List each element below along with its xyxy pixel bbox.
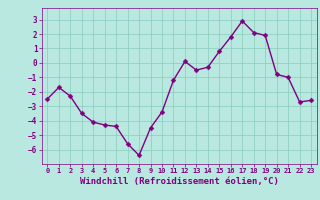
X-axis label: Windchill (Refroidissement éolien,°C): Windchill (Refroidissement éolien,°C)	[80, 177, 279, 186]
